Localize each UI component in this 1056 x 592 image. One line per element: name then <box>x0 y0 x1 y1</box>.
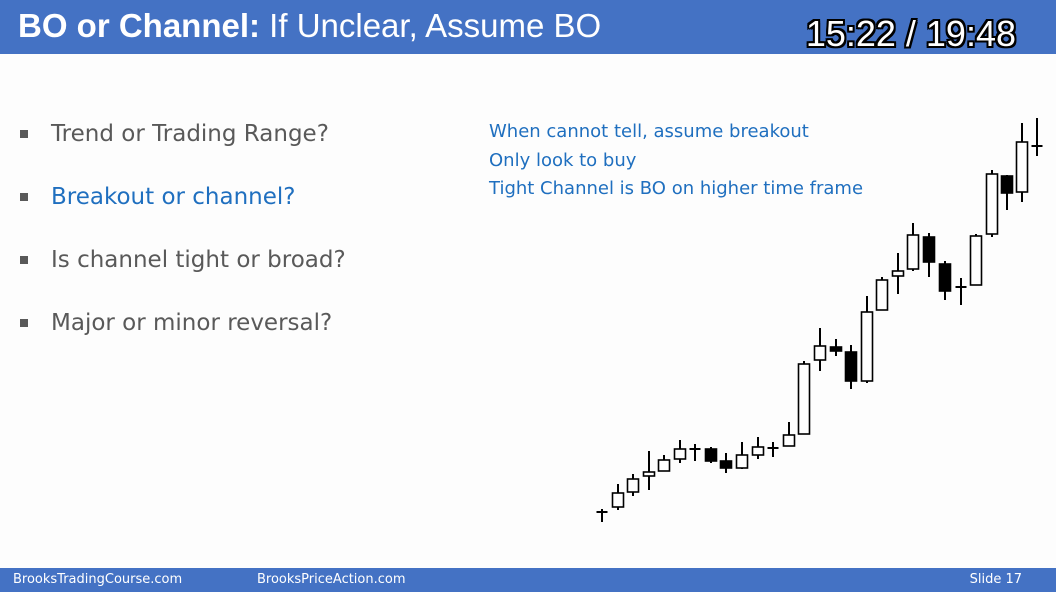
note-line: Only look to buy <box>489 149 637 171</box>
bull-candle <box>611 484 625 510</box>
candle-body <box>797 363 811 435</box>
doji-candle <box>689 444 701 461</box>
bullet-square-icon <box>20 256 28 264</box>
candle-body <box>657 459 671 472</box>
slide-title: BO or Channel: If Unclear, Assume BO <box>18 4 601 48</box>
bull-candle <box>891 253 905 294</box>
bear-candle <box>1000 175 1014 210</box>
bullet-text: Major or minor reversal? <box>51 310 333 336</box>
note-line: When cannot tell, assume breakout <box>489 121 809 142</box>
candle-body <box>906 234 920 270</box>
candle-body <box>844 351 858 382</box>
bullet-item: Is channel tight or broad? <box>20 238 346 301</box>
bullet-square-icon <box>20 193 28 201</box>
slide-title-rest: If Unclear, Assume BO <box>260 7 602 44</box>
bull-candle <box>642 451 656 490</box>
footer-website-middle: BrooksPriceAction.com <box>257 572 406 587</box>
bear-candle <box>844 345 858 389</box>
bear-candle <box>719 453 733 473</box>
bullet-text: Is channel tight or broad? <box>51 247 346 273</box>
candle-body <box>704 448 718 462</box>
footer-bar: BrooksTradingCourse.com BrooksPriceActio… <box>0 568 1056 592</box>
bullet-item: Major or minor reversal? <box>20 301 346 364</box>
slide-title-bold: BO or Channel: <box>18 7 261 44</box>
bullet-square-icon <box>20 319 28 327</box>
bullet-square-icon <box>20 130 28 138</box>
candle-body <box>751 446 765 456</box>
candle-body <box>829 346 843 352</box>
doji-candle <box>767 442 779 457</box>
candle-body <box>626 478 640 493</box>
candle-body <box>922 236 936 263</box>
note-line: Tight Channel is BO on higher time frame <box>489 178 864 199</box>
bull-candle <box>673 440 687 463</box>
candlestick-chart <box>596 118 1043 522</box>
candle-body <box>875 279 889 311</box>
bullet-item: Trend or Trading Range? <box>20 112 346 175</box>
slide-number: Slide 17 <box>969 572 1022 587</box>
candle-body <box>969 235 983 286</box>
bull-candle <box>657 455 671 472</box>
bull-candle <box>813 328 827 371</box>
bear-candle <box>829 339 843 356</box>
candle-body <box>891 270 905 277</box>
bull-candle <box>985 170 999 237</box>
bull-candle <box>751 437 765 459</box>
candle-body <box>673 448 687 460</box>
candle-body <box>1000 175 1014 194</box>
doji-candle <box>1031 118 1043 156</box>
candle-body <box>782 434 796 447</box>
bull-candle <box>860 296 874 383</box>
bull-candle <box>626 474 640 496</box>
candle-body <box>860 311 874 382</box>
bullet-text: Trend or Trading Range? <box>51 121 329 147</box>
footer-website-left: BrooksTradingCourse.com <box>13 572 183 587</box>
doji-candle <box>955 278 967 305</box>
candle-body <box>813 345 827 361</box>
candle-body <box>642 471 656 477</box>
annotation-notes: When cannot tell, assume breakout Only l… <box>489 118 863 204</box>
playback-timer: 15:22 / 19:48 <box>805 13 1016 54</box>
bear-candle <box>922 233 936 277</box>
bull-candle <box>875 277 889 311</box>
bear-candle <box>704 447 718 463</box>
bull-candle <box>906 223 920 271</box>
bull-candle <box>1015 123 1029 202</box>
bear-candle <box>938 261 952 300</box>
candle-body <box>611 492 625 508</box>
candle-body <box>719 460 733 469</box>
bullet-text: Breakout or channel? <box>51 184 296 210</box>
candle-body <box>985 173 999 235</box>
candle-body <box>1015 141 1029 193</box>
bull-candle <box>969 234 983 286</box>
title-bar: BO or Channel: If Unclear, Assume BO 15:… <box>0 0 1056 54</box>
candle-body <box>735 454 749 469</box>
bullet-item-highlighted: Breakout or channel? <box>20 175 346 238</box>
bull-candle <box>782 422 796 447</box>
bullet-list: Trend or Trading Range? Breakout or chan… <box>20 112 346 364</box>
doji-candle <box>596 509 608 522</box>
bull-candle <box>735 442 749 469</box>
candle-body <box>938 263 952 292</box>
bull-candle <box>797 361 811 435</box>
